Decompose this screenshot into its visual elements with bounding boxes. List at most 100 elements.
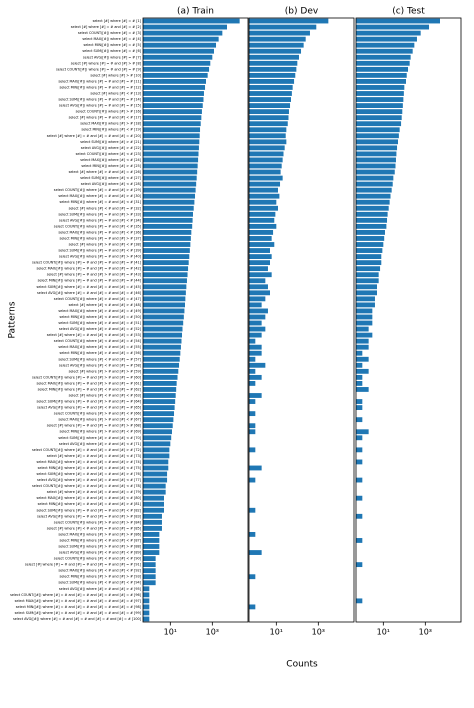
y-tick-label: select COUNT([#]) where [#] = # and [#] … [54, 224, 142, 228]
bar [356, 48, 413, 54]
panel-title: (b) Dev [285, 7, 319, 17]
y-tick-label: select AVG([#]) where [#] > # and [#] < … [59, 442, 142, 446]
y-tick-label: select [#] where [#] = # and [#] > # and… [47, 273, 142, 277]
bar [356, 187, 392, 193]
bar [356, 290, 377, 296]
bar [356, 447, 363, 453]
bar [356, 42, 415, 48]
y-tick-label: select COUNT([#]) where [#] = # and [#] … [54, 188, 142, 192]
bar [249, 350, 262, 356]
y-tick-label: select [#] where [#] = # and [#] = # and… [25, 563, 142, 567]
y-tick-label: select COUNT([#]) where [#] = # and [#] … [56, 67, 142, 71]
bar [249, 260, 270, 266]
bar [356, 374, 363, 380]
y-tick-label: select SUM([#]) where [#] = # [6] [82, 49, 141, 53]
bar [143, 393, 176, 398]
bar [143, 598, 150, 604]
bar [143, 211, 193, 217]
bar [249, 278, 266, 284]
y-tick-label: select MIN([#]) where [#] = # and [#] < … [38, 387, 142, 391]
bar [249, 423, 256, 429]
bar [143, 550, 160, 555]
y-tick-label: select [#] where [#] = # and [#] = # and… [47, 424, 142, 428]
y-tick-label: select COUNT([#]) where [#] > # and [#] … [54, 520, 142, 524]
bar [356, 477, 363, 483]
bar [143, 447, 170, 453]
bar [143, 266, 189, 272]
bar [143, 157, 199, 163]
y-tick-label: select COUNT([#]) where [#] = # and [#] … [32, 375, 142, 379]
y-tick-label: select [#] where [#] > # [10] [90, 73, 141, 77]
bar [143, 423, 173, 429]
bar [356, 223, 387, 229]
bar [356, 18, 440, 24]
bar [356, 181, 393, 187]
bar [249, 139, 287, 145]
y-tick-label: select MAX([#]) where [#] = # and [#] < … [58, 230, 141, 234]
y-tick-label: select COUNT([#]) where [#] = # and [#] … [32, 261, 142, 265]
bar [249, 574, 256, 580]
bar [143, 411, 175, 417]
y-tick-label: select MIN([#]) where [#] = # and [#] = … [38, 502, 142, 506]
bar [356, 36, 417, 42]
bar [249, 79, 295, 84]
bar [249, 236, 272, 241]
bar [356, 284, 377, 290]
bar [356, 193, 391, 199]
bar [356, 332, 373, 338]
bar [143, 429, 172, 435]
bar [249, 411, 256, 417]
bar [143, 368, 179, 374]
bar [356, 429, 369, 435]
bar [143, 326, 183, 332]
bar [143, 230, 192, 235]
bar [143, 60, 211, 66]
bar [356, 85, 405, 90]
bar [249, 284, 268, 290]
bar [356, 127, 400, 133]
y-tick-label: select SUM([#]) where [#] = # and [#] = … [37, 285, 142, 289]
y-tick-label: select [#] where [#] > # and [#] > # [59… [69, 369, 142, 373]
bar [249, 187, 278, 193]
y-tick-label: select AVG([#]) where [#] = # and [#] = … [37, 514, 142, 518]
bar [143, 483, 166, 489]
y-tick-label: select SUM([#]) where [#] = # and [#] = … [37, 508, 142, 512]
x-tick-label: 10³ [419, 628, 432, 637]
bar [249, 85, 293, 90]
y-tick-label: select COUNT([#]) where [#] = # and [#] … [10, 593, 142, 597]
bar [143, 332, 183, 338]
y-tick-label: select [#] where [#] > # and [#] = # and… [47, 490, 142, 494]
bar [356, 175, 394, 181]
bar [143, 133, 200, 139]
bar [356, 211, 388, 217]
bar [356, 387, 369, 392]
bar [143, 525, 162, 531]
bar [143, 236, 191, 241]
x-tick-label: 10³ [312, 628, 325, 637]
bar [249, 368, 256, 374]
bar [143, 568, 156, 574]
bar [143, 580, 156, 586]
bar [249, 133, 286, 139]
y-tick-label: select [#] where [#] = # and [#] < # and… [47, 333, 142, 337]
bar [356, 24, 430, 30]
y-tick-label: select [#] where [#] > # and [#] = # [26… [69, 170, 142, 174]
bar [356, 314, 373, 320]
y-tick-label: select MAX([#]) where [#] = # and [#] > … [58, 194, 141, 198]
x-axis-label: Counts [286, 660, 318, 670]
bar [143, 459, 169, 465]
y-tick-label: select SUM([#]) where [#] = # and [#] = … [58, 98, 141, 102]
y-tick-label: select AVG([#]) where [#] > # [22] [81, 146, 142, 150]
bar [249, 604, 256, 610]
bar [356, 97, 404, 102]
bar [249, 266, 268, 272]
bar [143, 79, 206, 84]
bar [143, 145, 199, 151]
bar [356, 513, 363, 519]
bar [249, 109, 289, 115]
bar [143, 72, 208, 78]
bar [143, 85, 206, 90]
y-tick-label: select MIN([#]) where [#] < # and [#] < … [59, 538, 141, 542]
y-tick-label: select COUNT([#]) where [#] > # and [#] … [54, 297, 142, 301]
